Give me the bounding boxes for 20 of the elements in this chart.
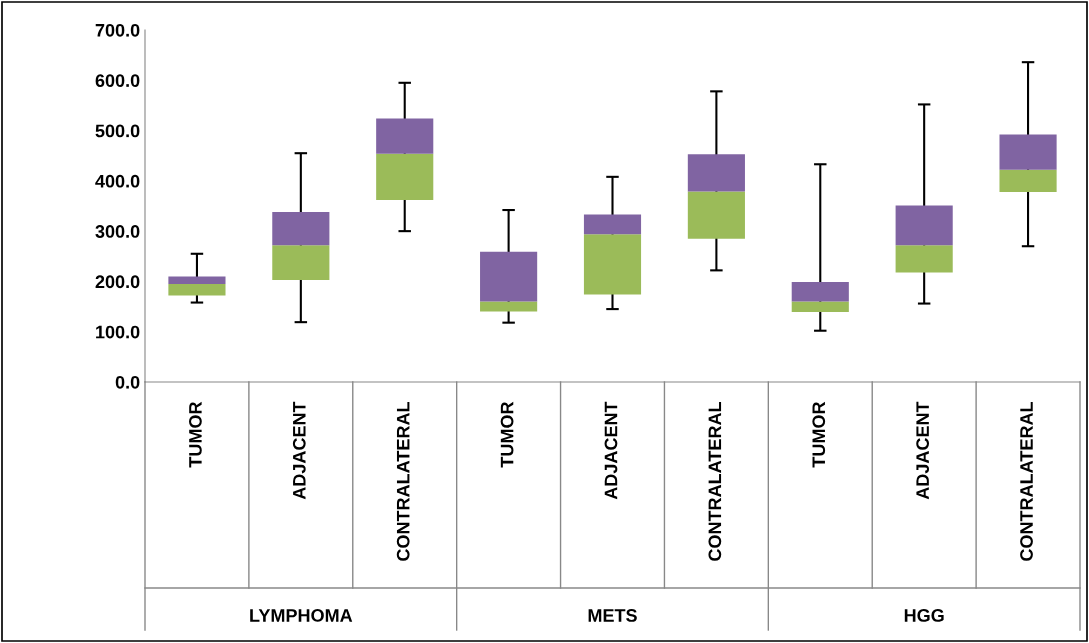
y-tick-label: 500.0 bbox=[95, 124, 140, 138]
y-tick-label: 400.0 bbox=[95, 174, 140, 188]
y-tick-label: 200.0 bbox=[95, 275, 140, 289]
text: HGG bbox=[904, 609, 944, 622]
x-tick-label: TUMOR bbox=[189, 401, 202, 468]
x-tick-label: CONTRALATERAL bbox=[1020, 402, 1033, 561]
text: LYMPHOMA bbox=[250, 609, 353, 622]
x-tick-label: TUMOR bbox=[500, 401, 514, 468]
y-tick-label: 0.0 bbox=[115, 375, 140, 389]
x-tick-label: CONTRALATERAL bbox=[396, 402, 410, 561]
x-tick-label: TUMOR bbox=[812, 401, 826, 468]
x-tick-label: ADJACENT bbox=[292, 401, 306, 500]
y-tick-label: 100.0 bbox=[96, 325, 140, 339]
x-tick-label: ADJACENT bbox=[604, 401, 618, 500]
x-tick-label: ADJACENT bbox=[916, 401, 930, 500]
y-tick-label: 700.0 bbox=[95, 23, 140, 37]
y-tick-label: 600.0 bbox=[95, 74, 140, 88]
text: METS bbox=[588, 609, 637, 622]
y-tick-label: 300.0 bbox=[95, 225, 140, 238]
x-tick-label: CONTRALATERAL bbox=[708, 402, 722, 561]
